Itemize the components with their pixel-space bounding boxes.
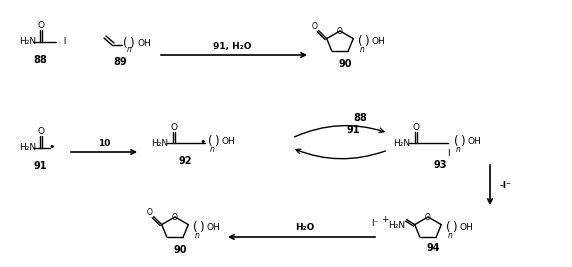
Text: I: I [447, 148, 450, 158]
Text: O: O [337, 26, 343, 36]
Text: 88: 88 [353, 113, 367, 123]
Text: I: I [58, 37, 66, 46]
Text: 90: 90 [173, 245, 186, 255]
Text: OH: OH [207, 223, 221, 233]
Text: (: ( [123, 37, 128, 50]
Text: OH: OH [222, 138, 236, 147]
Text: 91, H₂O: 91, H₂O [213, 41, 251, 50]
Text: -I⁻: -I⁻ [499, 180, 511, 190]
Text: H₂N: H₂N [19, 37, 37, 46]
Text: n: n [455, 144, 460, 154]
Text: O: O [312, 22, 317, 31]
Text: ): ) [452, 222, 456, 234]
Text: ): ) [129, 37, 134, 50]
Text: O: O [412, 124, 419, 132]
Text: (: ( [358, 36, 363, 49]
Text: OH: OH [138, 40, 152, 49]
Text: O: O [170, 124, 177, 132]
Text: OH: OH [460, 223, 474, 233]
Text: n: n [360, 45, 364, 53]
Text: (: ( [454, 135, 459, 148]
Text: 89: 89 [113, 57, 127, 67]
Text: +: + [382, 215, 389, 225]
Text: n: n [209, 144, 214, 154]
Text: O: O [172, 213, 178, 222]
Text: H₂N: H₂N [388, 222, 406, 230]
Text: O: O [38, 22, 45, 30]
Text: 92: 92 [178, 156, 192, 166]
Text: 90: 90 [338, 59, 352, 69]
Text: (: ( [208, 135, 213, 148]
Text: ): ) [364, 36, 368, 49]
Text: H₂N: H₂N [152, 139, 169, 147]
Text: OH: OH [468, 138, 482, 147]
Text: •: • [200, 137, 206, 147]
Text: 91: 91 [346, 125, 360, 135]
Text: •: • [49, 142, 55, 152]
Text: O: O [425, 213, 431, 222]
Text: ): ) [214, 135, 219, 148]
FancyArrowPatch shape [295, 125, 384, 137]
Text: 91: 91 [33, 161, 47, 171]
Text: H₂N: H₂N [394, 139, 411, 147]
Text: 10: 10 [98, 139, 110, 147]
Text: I⁻: I⁻ [371, 219, 379, 229]
Text: O: O [38, 128, 45, 136]
Text: (: ( [193, 222, 197, 234]
Text: 94: 94 [426, 243, 440, 253]
Text: H₂N: H₂N [19, 143, 37, 152]
Text: O: O [147, 208, 153, 217]
Text: n: n [126, 45, 132, 54]
Text: n: n [447, 230, 452, 239]
Text: n: n [194, 230, 200, 239]
Text: (: ( [446, 222, 451, 234]
FancyArrowPatch shape [296, 149, 386, 159]
Text: H₂O: H₂O [295, 223, 315, 233]
Text: ): ) [199, 222, 204, 234]
Text: ): ) [460, 135, 464, 148]
Text: 88: 88 [33, 55, 47, 65]
Text: OH: OH [372, 37, 386, 46]
Text: 93: 93 [433, 160, 447, 170]
